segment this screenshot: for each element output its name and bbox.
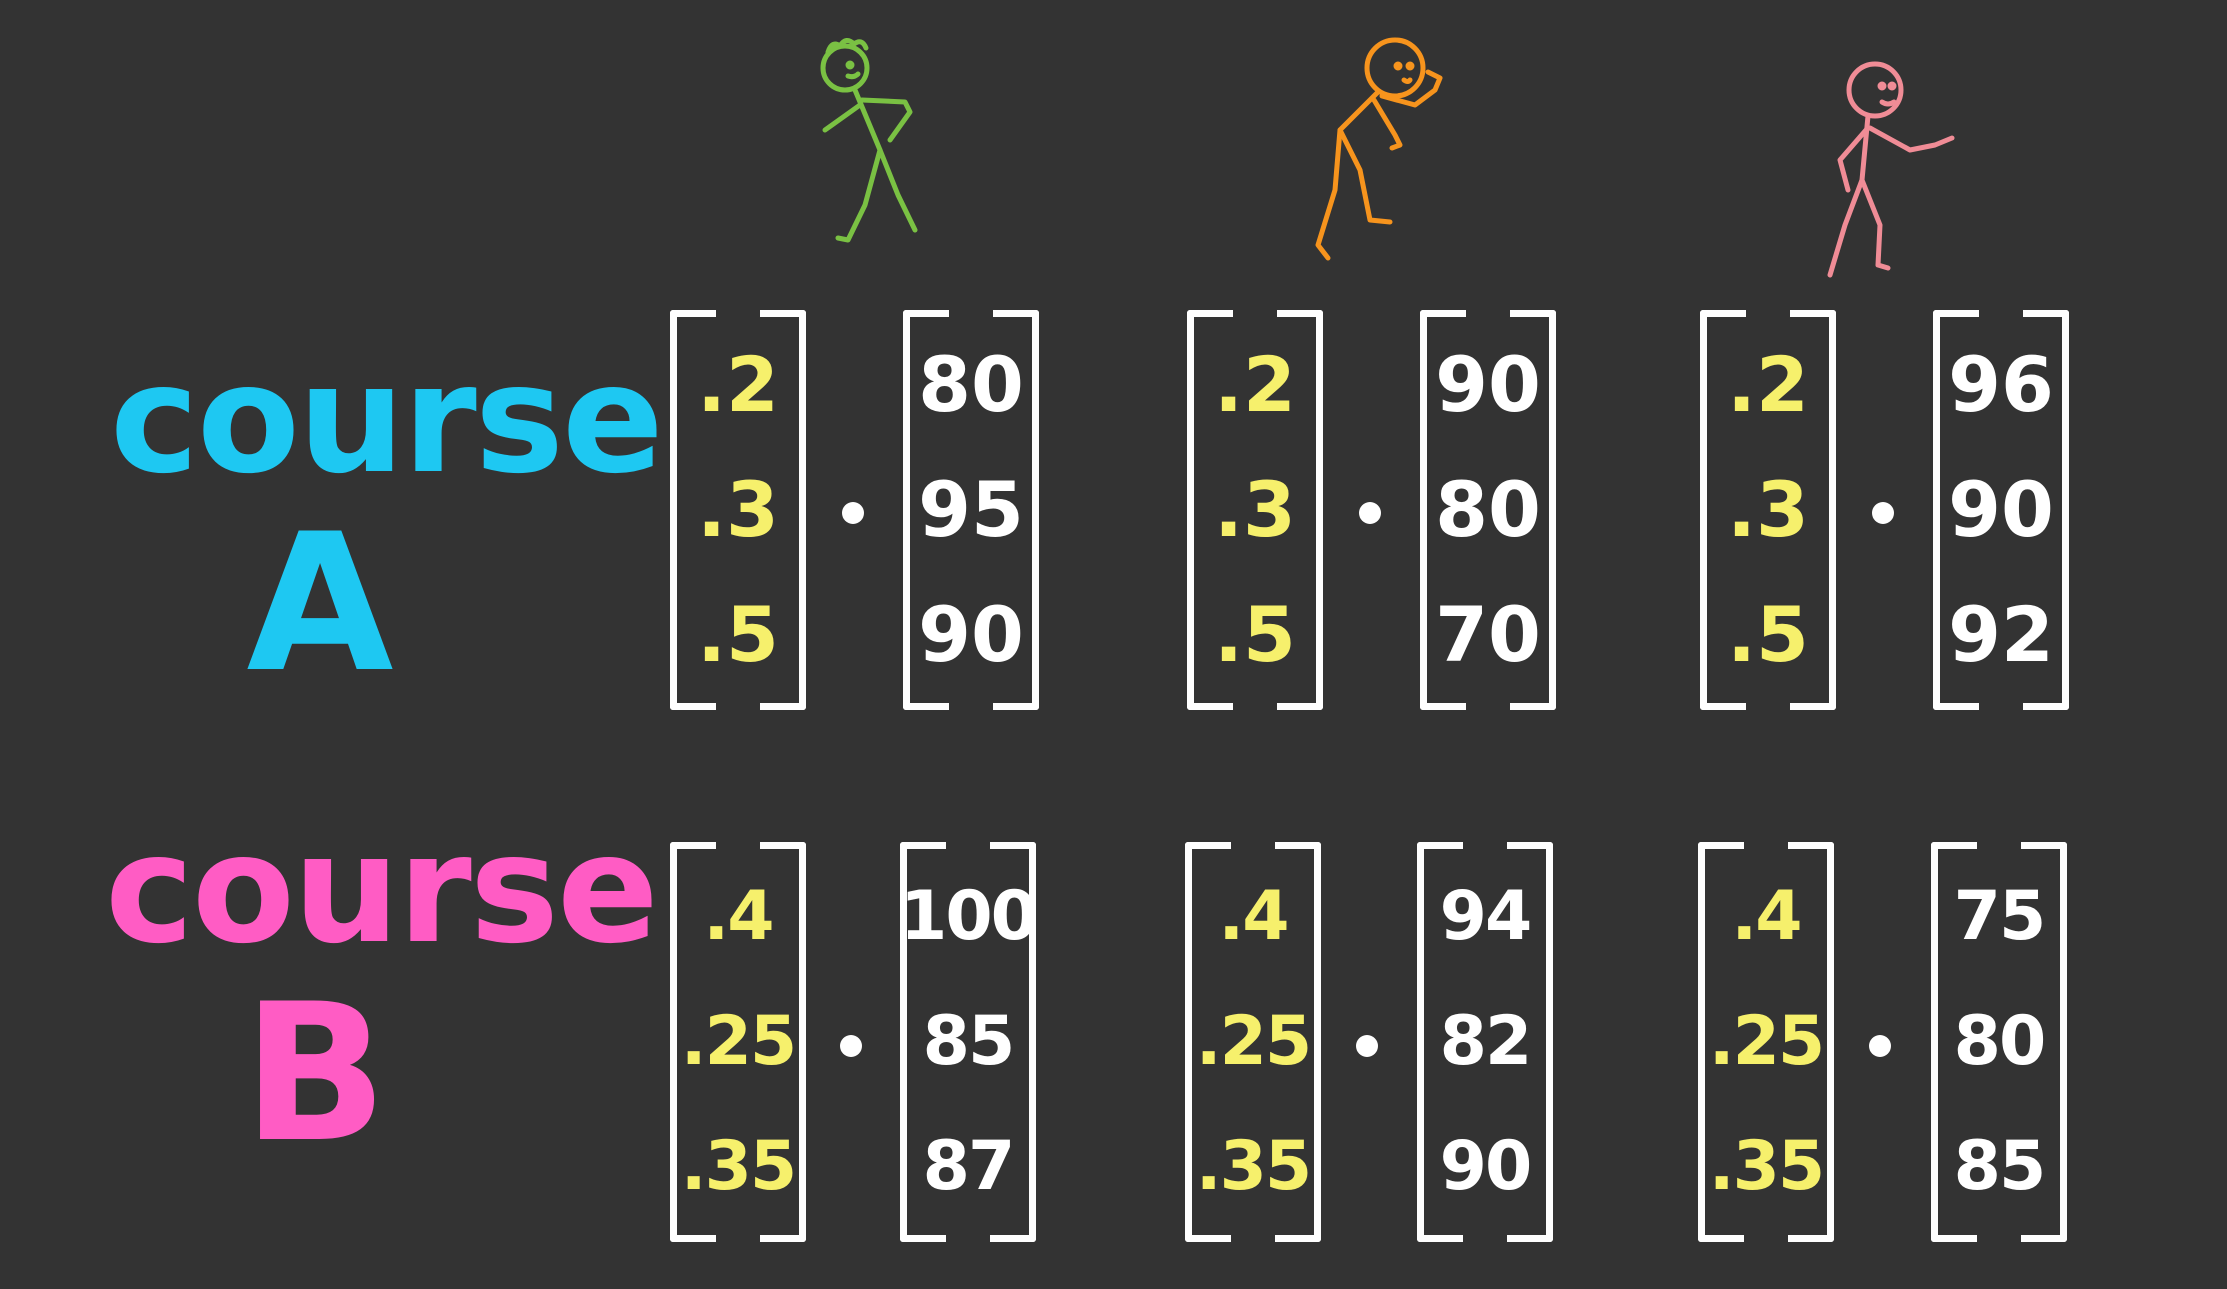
weights-vector: .4 .25 .35 [1698,842,1834,1242]
weights-vector: .2 .3 .5 [1700,310,1836,710]
pink-stick-figure-icon [1827,61,1955,278]
weight-entry: .35 [1708,1127,1825,1207]
weight-entry: .2 [1727,339,1809,429]
scores-vector: 80 95 90 [903,310,1039,710]
weights-vector: .4 .25 .35 [1185,842,1321,1242]
score-entry: 90 [1439,1127,1533,1207]
course-a-letter: A [246,493,394,714]
score-entry: 87 [922,1127,1016,1207]
score-entry: 95 [918,464,1024,554]
weight-entry: .5 [1727,590,1809,680]
weight-entry: .3 [1727,464,1809,554]
weight-entry: .4 [1218,876,1289,956]
weights-vector: .4 .25 .35 [670,842,806,1242]
scores-vector: 96 90 92 [1933,310,2069,710]
weight-entry: .5 [1214,590,1296,680]
weight-entry: .25 [1195,1001,1312,1081]
scores-vector: 94 82 90 [1417,842,1553,1242]
weight-entry: .5 [697,590,779,680]
weight-entry: .2 [1214,339,1296,429]
dot-product-symbol [1359,502,1381,524]
score-entry: 90 [1435,339,1541,429]
score-entry: 90 [918,590,1024,680]
score-entry: 92 [1948,590,2054,680]
score-entry: 85 [1953,1127,2047,1207]
scores-vector: 90 80 70 [1420,310,1556,710]
weight-entry: .25 [1708,1001,1825,1081]
score-entry: 100 [900,876,1038,956]
score-entry: 96 [1948,339,2054,429]
weight-entry: .3 [697,464,779,554]
weight-entry: .35 [1195,1127,1312,1207]
score-entry: 70 [1435,590,1541,680]
weight-entry: .25 [680,1001,797,1081]
score-entry: 82 [1439,1001,1533,1081]
green-stick-figure-icon [820,38,918,243]
weight-entry: .2 [697,339,779,429]
scores-vector: 75 80 85 [1931,842,2067,1242]
dot-product-symbol [1869,1035,1891,1057]
score-entry: 94 [1439,876,1533,956]
score-entry: 80 [1953,1001,2047,1081]
dot-product-symbol [842,502,864,524]
dot-product-symbol [1356,1035,1378,1057]
orange-stick-figure-icon [1315,37,1443,261]
score-entry: 90 [1948,464,2054,554]
score-entry: 85 [922,1001,1016,1081]
weights-vector: .2 .3 .5 [670,310,806,710]
dot-product-symbol [1872,502,1894,524]
weight-entry: .35 [680,1127,797,1207]
course-b-word: course [105,803,659,977]
weight-entry: .3 [1214,464,1296,554]
course-b-label: course B [105,803,659,1184]
course-a-label: course A [110,333,664,714]
weights-vector: .2 .3 .5 [1187,310,1323,710]
weight-entry: .4 [1731,876,1802,956]
course-b-letter: B [242,963,388,1184]
score-entry: 75 [1953,876,2047,956]
scores-vector: 100 85 87 [900,842,1038,1242]
weight-entry: .4 [703,876,774,956]
course-a-word: course [110,333,664,507]
score-entry: 80 [1435,464,1541,554]
score-entry: 80 [918,339,1024,429]
dot-product-symbol [840,1035,862,1057]
